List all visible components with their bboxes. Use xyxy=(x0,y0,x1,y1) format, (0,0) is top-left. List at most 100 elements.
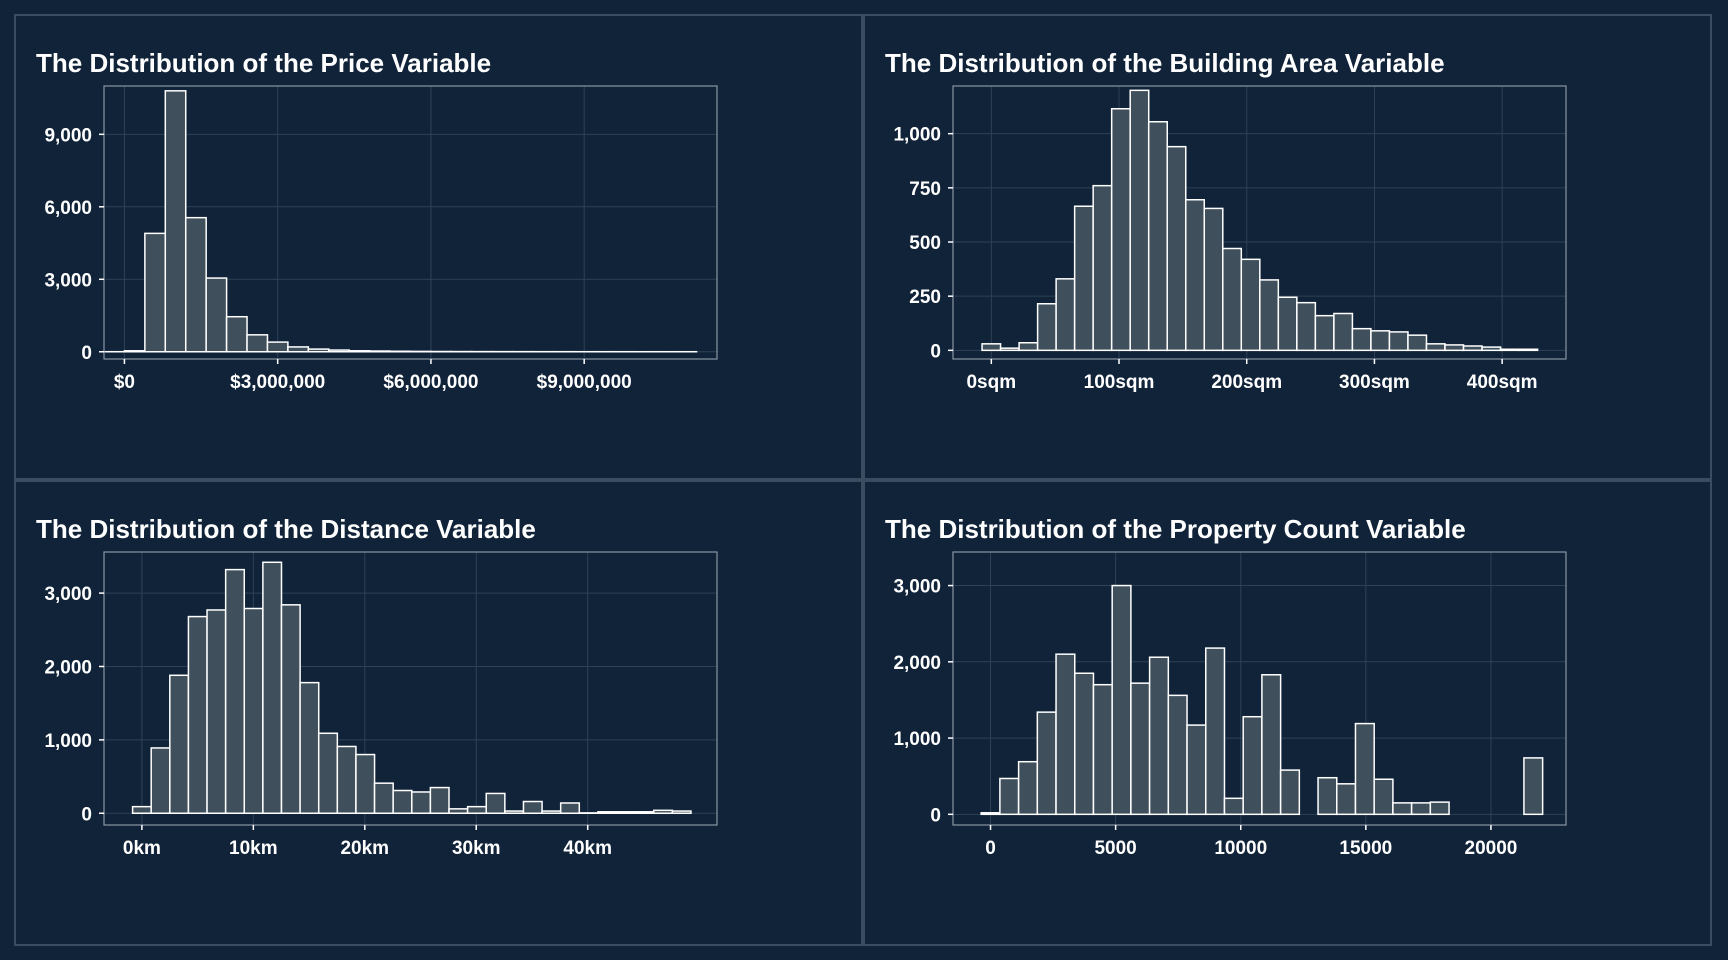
histogram-bar xyxy=(1336,783,1357,816)
histogram-bar xyxy=(980,812,1001,816)
histogram-bar xyxy=(123,350,146,353)
histogram-bar xyxy=(1184,199,1206,352)
y-tick-label: 3,000 xyxy=(44,584,92,605)
plot-frame xyxy=(952,551,1567,826)
y-tick-label: 1,000 xyxy=(893,125,941,146)
histogram-bar xyxy=(1277,296,1298,352)
y-tick-label: 0 xyxy=(81,804,92,825)
histogram-bar xyxy=(1462,345,1483,352)
histogram-bar xyxy=(1354,722,1375,816)
histogram-bar xyxy=(981,343,1002,352)
histogram-bar xyxy=(1092,184,1113,352)
x-tick-label: 100sqm xyxy=(1084,372,1155,393)
histogram-bar xyxy=(392,789,413,815)
histogram-bar xyxy=(1410,802,1432,816)
histogram-bar xyxy=(348,350,371,353)
histogram-bar xyxy=(1129,89,1150,352)
bars xyxy=(981,89,1539,352)
histogram-bar xyxy=(336,745,357,815)
y-tick-label: 500 xyxy=(909,233,941,254)
histogram-bar xyxy=(429,786,450,815)
bars xyxy=(131,561,692,815)
histogram-bar xyxy=(671,810,692,815)
histogram-bar xyxy=(1317,776,1338,816)
chart-title: The Distribution of the Property Count V… xyxy=(885,514,1466,544)
histogram-bar xyxy=(164,90,187,353)
x-tick-label: 20km xyxy=(340,838,389,859)
histogram-bar xyxy=(1055,278,1076,352)
histogram-bar xyxy=(1370,330,1391,352)
y-tick-label: 3,000 xyxy=(44,270,92,291)
x-tick-label: 15000 xyxy=(1339,838,1392,859)
histogram-bar xyxy=(144,232,167,353)
histogram-bar xyxy=(368,350,391,353)
histogram-bar xyxy=(246,334,269,353)
histogram-bar xyxy=(1388,331,1409,352)
distance-chart-panel: The Distribution of the Distance Variabl… xyxy=(14,480,863,946)
histogram-bar xyxy=(184,216,207,353)
histogram-bar xyxy=(1166,145,1187,352)
x-tick-label: 200sqm xyxy=(1211,372,1282,393)
y-tick-label: 3,000 xyxy=(893,577,941,598)
histogram-bar xyxy=(280,604,301,815)
price-histogram: $0 $3,000,000 $6,000,000 $9,000,000 0 3,000 6,… xyxy=(44,85,718,393)
histogram-bar xyxy=(1407,334,1428,352)
histogram-bar xyxy=(597,811,618,815)
histogram-bar xyxy=(169,674,190,815)
histogram-bar xyxy=(1148,656,1170,816)
y-tick-label: 2,000 xyxy=(44,657,92,678)
histogram-bar xyxy=(1425,343,1446,352)
x-tick-label: $0 xyxy=(114,372,135,393)
histogram-bar xyxy=(1261,674,1282,816)
histogram-bar xyxy=(1240,258,1261,352)
chart-title: The Distribution of the Distance Variabl… xyxy=(36,514,536,544)
y-tick-label: 1,000 xyxy=(44,731,92,752)
histogram-bar xyxy=(317,732,339,815)
x-tick-label: 20000 xyxy=(1465,838,1518,859)
y-tick-label: 0 xyxy=(81,343,92,364)
x-tick-label: $3,000,000 xyxy=(230,372,325,393)
building-area-chart-panel: The Distribution of the Building Area Va… xyxy=(863,14,1712,480)
histogram-bar xyxy=(1481,346,1502,352)
property-count-chart-panel: The Distribution of the Property Count V… xyxy=(863,480,1712,946)
y-tick-label: 6,000 xyxy=(44,198,92,219)
x-tick-label: 40km xyxy=(563,838,612,859)
histogram-bar xyxy=(1296,301,1317,352)
histogram-bar xyxy=(1392,802,1413,816)
histogram-bar xyxy=(1518,348,1539,352)
histogram-bar xyxy=(225,315,248,353)
histogram-bar xyxy=(541,810,562,815)
histogram-bar xyxy=(1429,801,1450,816)
histogram-bar xyxy=(266,341,289,353)
chart-title: The Distribution of the Price Variable xyxy=(36,48,492,78)
histogram-bar xyxy=(206,609,227,815)
histogram-bar xyxy=(522,800,543,815)
histogram-bar xyxy=(1205,647,1226,816)
x-tick-label: 5000 xyxy=(1094,838,1136,859)
histogram-bar xyxy=(1373,778,1394,816)
x-tick-label: 10km xyxy=(229,838,278,859)
histogram-bar xyxy=(634,811,655,815)
histogram-bar xyxy=(999,777,1020,816)
histogram-bar xyxy=(652,809,674,815)
histogram-bar xyxy=(1222,247,1243,352)
histogram-bar xyxy=(1279,769,1301,816)
histogram-bar xyxy=(1036,303,1057,352)
histogram-bar xyxy=(1111,584,1132,816)
histogram-bar xyxy=(1167,694,1188,816)
bars xyxy=(980,584,1544,816)
histogram-bar xyxy=(615,811,636,815)
histogram-bar xyxy=(999,347,1020,352)
histogram-bar xyxy=(1223,797,1244,816)
histogram-bar xyxy=(1186,724,1207,816)
histogram-bar xyxy=(243,607,264,815)
histogram-bar xyxy=(1110,108,1131,352)
grid xyxy=(104,86,717,359)
property-count-histogram: 0 5000 10000 15000 20000 0 1,000 2,000 3,000 xyxy=(893,551,1567,859)
histogram-bar xyxy=(224,568,246,815)
histogram-bar xyxy=(1499,348,1520,352)
x-tick-label: 10000 xyxy=(1214,838,1267,859)
y-tick-label: 1,000 xyxy=(893,729,941,750)
histogram-bar xyxy=(411,791,432,815)
